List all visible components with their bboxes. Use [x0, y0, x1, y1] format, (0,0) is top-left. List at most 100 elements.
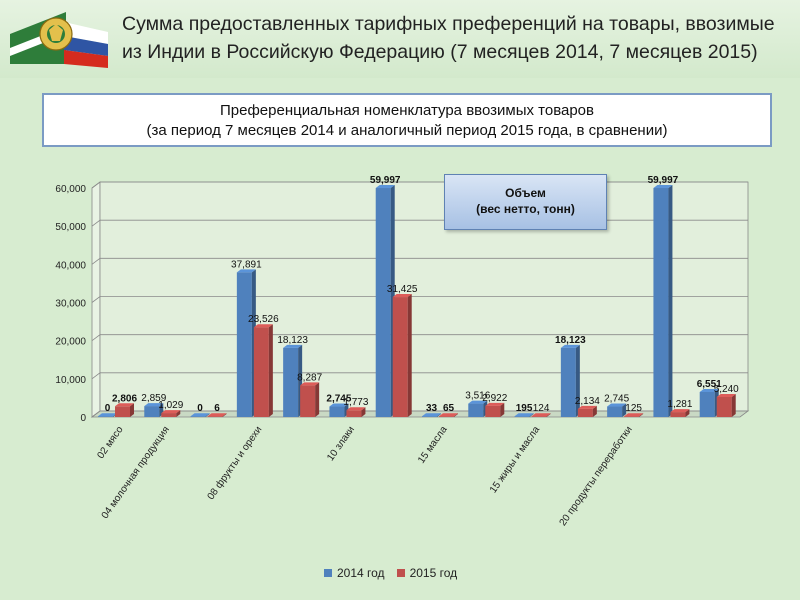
bar-2014-top [422, 413, 441, 417]
bar-2015-top [670, 409, 690, 413]
bar-2014-top [699, 388, 719, 392]
bar-2015-top [624, 413, 644, 417]
bar-2015-front [577, 408, 593, 417]
bar-2015-top [439, 413, 458, 417]
measure-legend-subtitle: (вес нетто, тонн) [476, 202, 575, 216]
x-category-label: 15 жиры и масла [488, 424, 543, 495]
bar-2015-side [361, 407, 366, 417]
bar-2014-side [575, 344, 580, 417]
bar-2015-front [161, 413, 177, 417]
bar-2015-top [346, 407, 366, 411]
bar-2015-side [176, 410, 181, 417]
bar-2015-front [346, 410, 362, 417]
bar-2014-top [607, 403, 627, 407]
bar-2014-top [190, 413, 210, 417]
chart-floor [90, 410, 750, 418]
bar-2015-front [531, 416, 547, 417]
bar-2015-front [115, 406, 130, 417]
legend-item-2015: 2015 год [396, 566, 458, 580]
bar-2015-side [222, 413, 227, 417]
data-label-2014: 18,123 [555, 335, 586, 346]
bar-2014-side [205, 413, 210, 417]
y-tick-label: 30,000 [55, 299, 86, 310]
data-label-2014: 6,551 [697, 379, 722, 390]
bar-2015-front [392, 297, 408, 417]
legend-label-2014: 2014 год [337, 566, 385, 580]
bar-2014-top [144, 403, 164, 407]
bar-2015-top [300, 382, 320, 386]
data-label-2015: 2,922 [482, 393, 507, 404]
bar-2014-front [236, 272, 252, 417]
data-label-2014: 0 [197, 403, 203, 414]
x-category-label: 10 злаки [325, 424, 357, 463]
bar-2015-top [115, 403, 134, 407]
bar-2015-side [130, 403, 134, 417]
data-label-2014: 195 [516, 403, 533, 414]
gridline [91, 257, 748, 265]
data-label-2015: 125 [625, 403, 642, 414]
data-label-2015: 31,425 [387, 284, 418, 295]
bar-2014-front [144, 406, 160, 417]
data-label-2015: 6 [214, 403, 220, 414]
bar-2014-top [375, 185, 395, 189]
data-label-2015: 2,806 [112, 393, 137, 404]
bar-2015-front [439, 416, 454, 417]
page-title: Сумма предоставленных тарифных преференц… [122, 10, 792, 66]
gridline [91, 372, 748, 380]
bar-2015-top [207, 413, 227, 417]
y-tick-label: 50,000 [55, 222, 86, 233]
bar-2015-front [485, 405, 501, 417]
data-label-2015: 1,029 [158, 400, 183, 411]
chart-title-line-1: Преференциальная номенклатура ввозимых т… [220, 102, 594, 119]
bar-2015-front [300, 385, 316, 417]
header-background [0, 0, 800, 78]
bar-2015-side [268, 324, 273, 417]
legend-label-2015: 2015 год [409, 566, 458, 580]
bar-2014-front [607, 406, 623, 417]
bar-2015-side [639, 413, 644, 417]
bar-2014-front [560, 347, 576, 417]
y-tick-label: 40,000 [55, 260, 86, 271]
gridline [91, 410, 748, 418]
data-label-2015: 1,773 [343, 397, 368, 408]
bar-2014-top [468, 400, 488, 404]
bar-2014-top [329, 403, 349, 407]
data-label-2014: 3,516 [465, 391, 490, 402]
legend-swatch-2014 [324, 569, 332, 577]
data-label-2014: 59,997 [648, 175, 679, 186]
bar-2015-front [624, 416, 640, 417]
chart-legend: 2014 год 2015 год [324, 566, 457, 580]
bar-2015-front [716, 397, 732, 417]
x-category-label: 02 мясо [95, 424, 125, 461]
data-label-2014: 59,997 [370, 175, 401, 186]
y-tick-label: 20,000 [55, 337, 86, 348]
bar-2015-front [670, 412, 686, 417]
bar-2014-front [98, 416, 113, 417]
gridline [91, 334, 748, 341]
bar-2015-top [577, 405, 597, 409]
y-tick-label: 60,000 [55, 184, 86, 195]
bar-2014-front [375, 188, 391, 417]
bar-2014-side [437, 413, 441, 417]
x-category-label: 15 масла [416, 424, 450, 466]
x-category-label: 08 фрукты и орехи [205, 424, 265, 502]
bar-2014-top [560, 344, 580, 348]
customs-emblem-logo [10, 12, 108, 68]
bar-2015-top [161, 410, 181, 414]
data-label-2015: 1,281 [667, 399, 692, 410]
page-title-line-1: Сумма предоставленных тарифных преференц… [122, 13, 775, 35]
bar-2014-top [236, 269, 256, 273]
bar-2015-front [253, 327, 269, 417]
bar-2014-front [283, 347, 299, 417]
gridline [91, 296, 748, 303]
page-title-line-2: из Индии в Российскую Федерацию (7 месяц… [122, 41, 758, 63]
data-label-2015: 124 [533, 403, 550, 414]
data-label-2014: 18,123 [277, 335, 308, 346]
y-tick-label: 0 [80, 413, 86, 424]
data-label-2014: 0 [105, 403, 111, 414]
measure-legend-title: Объем [505, 186, 546, 200]
bar-2015-top [392, 294, 412, 298]
bar-2015-side [500, 402, 505, 417]
bar-2015-side [685, 409, 690, 417]
